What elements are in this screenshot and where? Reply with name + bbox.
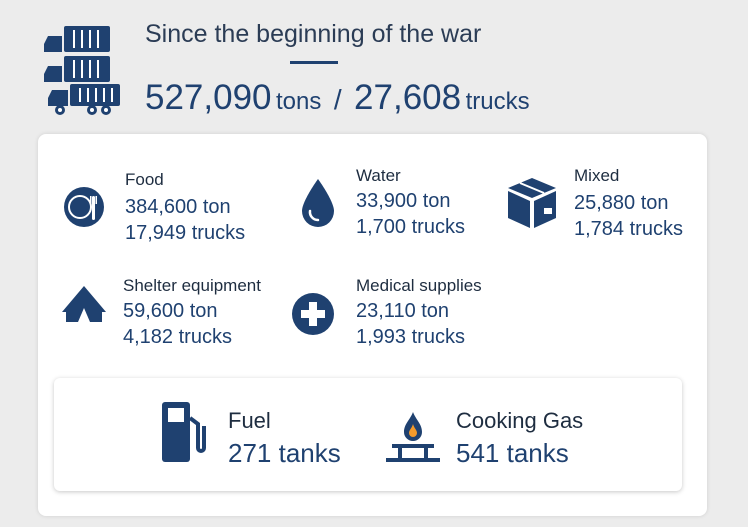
category-tons: 33,900 ton (356, 190, 451, 212)
category-food: Food 384,600 ton 17,949 trucks (125, 170, 245, 246)
header-title: Since the beginning of the war (145, 20, 482, 48)
trucks-icon (44, 26, 120, 115)
stats-card: Food 384,600 ton 17,949 trucks Water 33,… (38, 134, 707, 516)
cooking-gas-label: Cooking Gas (456, 408, 584, 433)
fuel-card: Fuel 271 tanks Cooking Gas 541 tanks (54, 378, 682, 491)
category-trucks: 4,182 trucks (123, 326, 232, 348)
category-trucks: 1,784 trucks (574, 218, 683, 240)
cooking-gas-item: Cooking Gas 541 tanks (456, 408, 583, 469)
category-label: Water (356, 166, 401, 185)
category-trucks: 1,700 trucks (356, 216, 465, 238)
category-tons: 25,880 ton (574, 192, 669, 214)
fuel-pump-icon (162, 402, 206, 462)
category-label: Food (125, 170, 164, 189)
fuel-label: Fuel (228, 408, 271, 433)
category-trucks: 17,949 trucks (125, 222, 246, 244)
box-icon (508, 178, 556, 228)
category-tons: 23,110 ton (356, 300, 450, 322)
medical-cross-icon (292, 293, 334, 335)
trucks-unit: trucks (465, 88, 530, 115)
category-shelter: Shelter equipment 59,600 ton 4,182 truck… (123, 276, 261, 350)
category-tons: 384,600 ton (125, 196, 231, 218)
category-tons: 59,600 ton (123, 300, 218, 322)
water-drop-icon (302, 179, 334, 227)
cooking-gas-value: 541 tanks (456, 438, 569, 468)
totals-separator: / (333, 84, 342, 115)
category-label: Mixed (574, 166, 620, 185)
tent-icon (62, 286, 106, 322)
category-label: Shelter equipment (123, 276, 261, 295)
category-trucks: 1,993 trucks (356, 326, 465, 348)
category-water: Water 33,900 ton 1,700 trucks (356, 166, 465, 240)
total-tons: 527,090 (145, 78, 272, 117)
category-label: Medical supplies (356, 276, 482, 295)
tons-unit: tons (275, 88, 322, 115)
fuel-value: 271 tanks (228, 438, 341, 468)
total-trucks: 27,608 (354, 78, 462, 117)
category-medical: Medical supplies 23,110 ton 1,993 trucks (356, 276, 482, 350)
header: Since the beginning of the war 527,090 t… (0, 0, 748, 135)
totals: 527,090 tons / 27,608 trucks (145, 78, 530, 118)
fuel-item: Fuel 271 tanks (228, 408, 341, 469)
food-plate-icon (64, 187, 104, 227)
gas-burner-icon (386, 412, 440, 462)
divider (290, 61, 338, 64)
category-mixed: Mixed 25,880 ton 1,784 trucks (574, 166, 683, 242)
